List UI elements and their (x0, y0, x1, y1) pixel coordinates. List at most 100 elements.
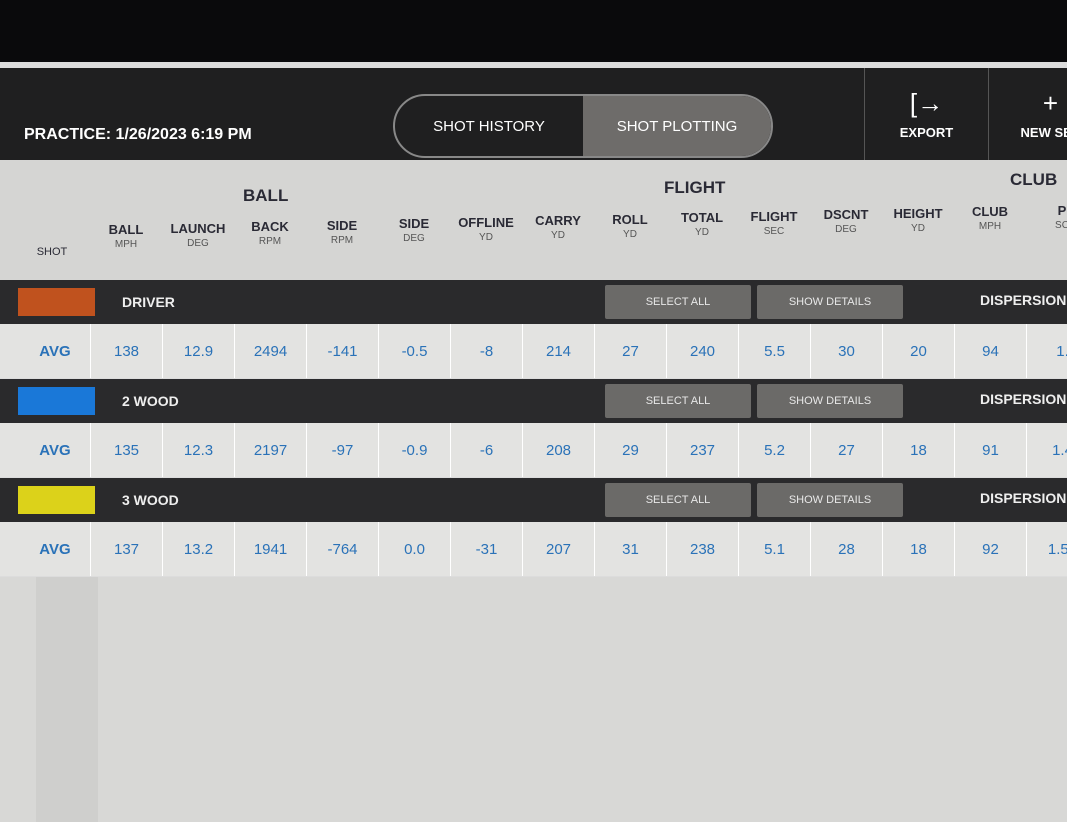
select-all-button[interactable]: SELECT ALL (605, 285, 751, 319)
column-name: DSCNT (823, 207, 869, 222)
column-name: BALL (108, 222, 144, 237)
value-cell: 18 (882, 423, 954, 477)
column-header-3[interactable]: SIDE RPM (306, 218, 378, 246)
value-cell: 27 (810, 423, 882, 477)
value-cell: -764 (306, 522, 378, 576)
column-unit: MPH (978, 221, 1002, 232)
table-row[interactable]: AVG 137 13.2 1941 -764 0.0 -31 207 31 238 5.1 28 18 9… (0, 522, 1067, 576)
column-header-10[interactable]: DSCNT DEG (810, 207, 882, 235)
value-cell: 237 (666, 423, 738, 477)
export-icon: [→ (909, 88, 944, 118)
column-unit: SEC (763, 225, 785, 237)
dispersion-label: DISPERSION: 6 (980, 391, 1067, 407)
select-all-button[interactable]: SELECT ALL (605, 384, 751, 418)
show-details-button[interactable]: SHOW DETAILS (757, 285, 903, 319)
value-cell: -141 (306, 324, 378, 378)
export-label: EXPORT (899, 125, 954, 140)
table-row[interactable]: AVG 135 12.3 2197 -97 -0.9 -6 208 29 237 5.2 27 18 91… (0, 423, 1067, 477)
avg-label: AVG (39, 342, 71, 360)
value-cell: 1.50 (1026, 522, 1067, 576)
column-header-5[interactable]: OFFLINE YD (450, 215, 522, 243)
empty-area (0, 577, 1067, 822)
column-name: CARRY (535, 213, 581, 228)
new-session-label: NEW SES (1020, 125, 1067, 140)
club-name: 2 WOOD (122, 393, 179, 409)
value-cell: 31 (594, 522, 666, 576)
column-unit: YD (551, 230, 565, 241)
value-cell: -6 (450, 423, 522, 477)
column-header-0[interactable]: BALL MPH (90, 222, 162, 250)
column-header-12[interactable]: CLUB MPH (954, 204, 1026, 232)
column-header-9[interactable]: FLIGHT SEC (738, 209, 810, 237)
value-cell: 28 (810, 522, 882, 576)
select-all-button[interactable]: SELECT ALL (605, 483, 751, 517)
value-cell: -0.5 (378, 324, 450, 378)
value-cell: -31 (450, 522, 522, 576)
column-header: BALL FLIGHT CLUB SHOT BALL MPH LAUNCH DEG BA… (0, 160, 1067, 280)
column-name: SIDE (326, 217, 358, 233)
show-details-button[interactable]: SHOW DETAILS (757, 483, 903, 517)
club-color-swatch[interactable] (18, 486, 95, 514)
show-details-button[interactable]: SHOW DETAILS (757, 384, 903, 418)
column-name: CLUB (971, 204, 1009, 219)
column-header-2[interactable]: BACK RPM (234, 219, 306, 247)
tab-shot-history[interactable]: SHOT HISTORY (433, 117, 545, 135)
column-unit: YD (911, 222, 925, 234)
column-name: OFFLINE (458, 214, 514, 230)
column-header-7[interactable]: ROLL YD (594, 212, 666, 240)
column-name: HEIGHT (893, 205, 943, 221)
column-header-6[interactable]: CARRY YD (522, 213, 594, 241)
column-name: LAUNCH (170, 220, 226, 236)
club-group-header: 2 WOOD SELECT ALL SHOW DETAILS DISPERSIO… (0, 379, 1067, 423)
value-cell: 12.9 (162, 324, 234, 378)
value-cell: 214 (522, 324, 594, 378)
column-name: P (1057, 202, 1067, 218)
value-cell: -0.9 (378, 423, 450, 477)
column-unit: RPM (258, 236, 282, 247)
column-header-8[interactable]: TOTAL YD (666, 210, 738, 238)
tab-shot-plotting[interactable]: SHOT PLOTTING (583, 96, 771, 156)
dispersion-label: DISPERSION: 3 (980, 490, 1067, 506)
club-color-swatch[interactable] (18, 387, 95, 415)
group-flight: FLIGHT (664, 178, 726, 197)
value-cell: 238 (666, 522, 738, 576)
export-button[interactable]: [→ EXPORT (864, 68, 988, 160)
value-cell: 138 (90, 324, 162, 378)
value-cell: 29 (594, 423, 666, 477)
value-cell: 2494 (234, 324, 306, 378)
value-cell: 91 (954, 423, 1026, 477)
dispersion-label: DISPERSION: (980, 292, 1067, 308)
column-unit: DEG (187, 237, 209, 249)
value-cell: 0.0 (378, 522, 450, 576)
column-header-1[interactable]: LAUNCH DEG (162, 221, 234, 249)
value-cell: 12.3 (162, 423, 234, 477)
club-color-swatch[interactable] (18, 288, 95, 316)
view-toggle: SHOT HISTORY SHOT PLOTTING (393, 94, 773, 158)
value-cell: 1.4 (1026, 423, 1067, 477)
top-bar: PRACTICE: 1/26/2023 6:19 PM SHOT HISTORY… (0, 68, 1067, 160)
column-header-13[interactable]: P SC (1026, 203, 1067, 231)
column-unit: SC (1055, 219, 1067, 231)
column-unit: YD (623, 228, 637, 240)
column-unit: MPH (114, 239, 138, 250)
column-unit: YD (695, 227, 709, 238)
column-unit: RPM (330, 234, 354, 246)
shot-column-header: SHOT (36, 246, 68, 258)
column-name: FLIGHT (750, 208, 798, 224)
group-ball: BALL (243, 186, 289, 205)
club-name: DRIVER (122, 294, 175, 310)
value-cell: 27 (594, 324, 666, 378)
table-row[interactable]: AVG 138 12.9 2494 -141 -0.5 -8 214 27 240 5.5 30 20 9… (0, 324, 1067, 378)
new-session-button[interactable]: + NEW SES (988, 68, 1067, 160)
value-cell: 2197 (234, 423, 306, 477)
column-unit: YD (479, 231, 493, 243)
value-cell: -97 (306, 423, 378, 477)
column-header-11[interactable]: HEIGHT YD (882, 206, 954, 234)
value-cell: 20 (882, 324, 954, 378)
avg-label: AVG (39, 441, 71, 459)
value-cell: 18 (882, 522, 954, 576)
value-cell: 135 (90, 423, 162, 477)
column-header-4[interactable]: SIDE DEG (378, 216, 450, 244)
value-cell: 13.2 (162, 522, 234, 576)
value-cell: 1. (1026, 324, 1067, 378)
